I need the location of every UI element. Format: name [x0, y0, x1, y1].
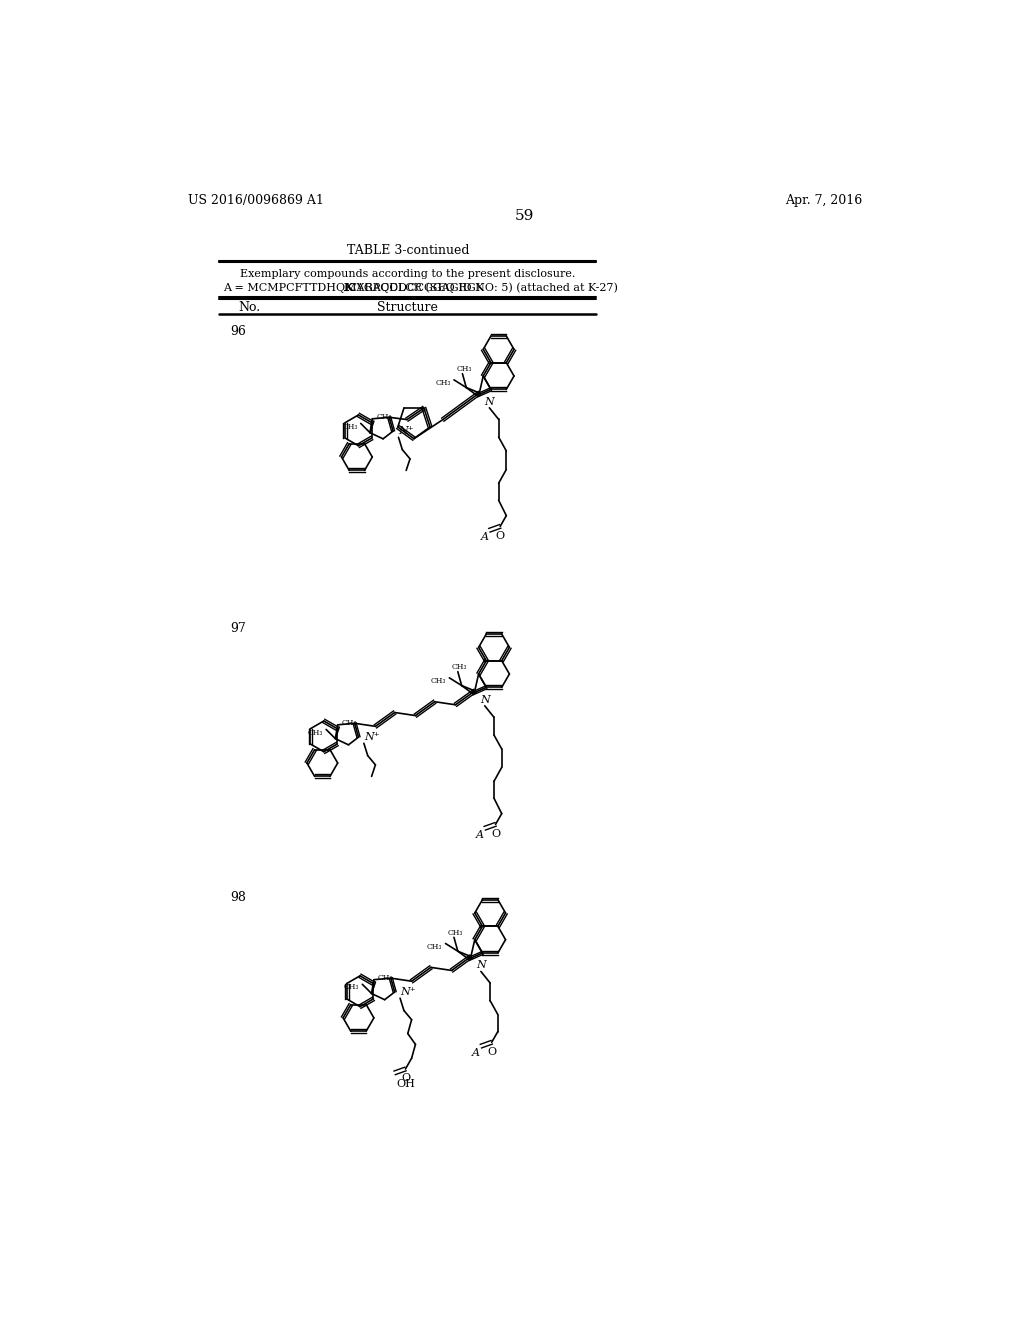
Text: N: N [480, 694, 489, 705]
Text: CH₃: CH₃ [431, 677, 446, 685]
Text: N: N [476, 960, 485, 970]
Text: CH₃: CH₃ [457, 366, 472, 374]
Text: CH₃: CH₃ [307, 729, 323, 737]
Text: A: A [472, 1048, 480, 1059]
Text: US 2016/0096869 A1: US 2016/0096869 A1 [188, 194, 325, 207]
Text: N⁺: N⁺ [398, 426, 414, 436]
Text: O: O [400, 1073, 410, 1084]
Text: CH₃: CH₃ [342, 422, 357, 430]
Text: CH₃: CH₃ [378, 974, 393, 982]
Text: O: O [490, 829, 500, 838]
Text: A: A [480, 532, 488, 543]
Text: 59: 59 [515, 209, 535, 223]
Text: 96: 96 [230, 325, 247, 338]
Text: K: K [343, 282, 353, 293]
Text: A = MCMPCFTTDHQMARACDDCCGGAGRGK: A = MCMPCFTTDHQMARACDDCCGGAGRGK [223, 282, 484, 293]
Text: 98: 98 [230, 891, 247, 904]
Text: Exemplary compounds according to the present disclosure.: Exemplary compounds according to the pre… [240, 269, 575, 279]
Text: CH₃: CH₃ [447, 929, 463, 937]
Text: CH₃: CH₃ [427, 942, 442, 950]
Text: No.: No. [239, 301, 260, 314]
Text: CH₃: CH₃ [342, 719, 357, 727]
Text: Structure: Structure [377, 301, 438, 314]
Text: CH₃: CH₃ [344, 983, 359, 991]
Text: O: O [487, 1047, 497, 1056]
Text: OH: OH [396, 1080, 415, 1089]
Text: CH₃: CH₃ [376, 413, 391, 421]
Text: CH₃: CH₃ [452, 663, 467, 671]
Text: N⁺: N⁺ [364, 733, 380, 742]
Text: N: N [484, 396, 495, 407]
Text: 97: 97 [230, 622, 247, 635]
Text: O: O [496, 531, 505, 541]
Text: CYGPQCLCR (SEQ ID NO: 5) (attached at K-27): CYGPQCLCR (SEQ ID NO: 5) (attached at K-… [348, 282, 617, 293]
Text: A: A [476, 830, 484, 840]
Text: N⁺: N⁺ [400, 987, 416, 997]
Text: CH₃: CH₃ [435, 379, 451, 387]
Text: TABLE 3-continued: TABLE 3-continued [346, 244, 469, 257]
Text: Apr. 7, 2016: Apr. 7, 2016 [784, 194, 862, 207]
